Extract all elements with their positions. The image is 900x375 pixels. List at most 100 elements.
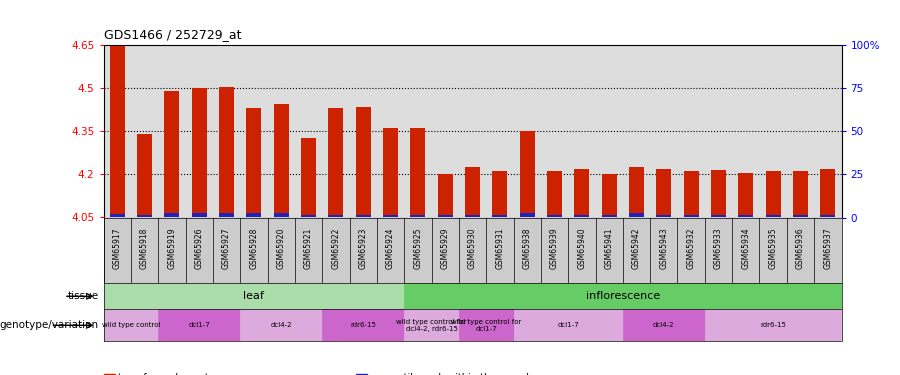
Bar bbox=[301, 214, 316, 217]
Bar bbox=[465, 167, 480, 217]
Text: GSM65917: GSM65917 bbox=[112, 227, 122, 269]
Bar bbox=[247, 108, 261, 217]
Bar bbox=[383, 214, 398, 217]
Text: GSM65929: GSM65929 bbox=[441, 227, 450, 269]
Bar bbox=[820, 169, 835, 217]
Bar bbox=[684, 214, 698, 217]
Text: rdr6-15: rdr6-15 bbox=[350, 322, 376, 328]
Bar bbox=[158, 309, 240, 341]
Bar bbox=[574, 169, 590, 217]
Text: GSM65925: GSM65925 bbox=[413, 227, 422, 269]
Text: rdr6-15: rdr6-15 bbox=[760, 322, 786, 328]
Text: GSM65937: GSM65937 bbox=[824, 227, 832, 269]
Bar bbox=[410, 128, 426, 217]
Bar bbox=[629, 213, 644, 217]
Bar bbox=[219, 87, 234, 218]
Text: GSM65942: GSM65942 bbox=[632, 227, 641, 269]
Text: GSM65943: GSM65943 bbox=[660, 227, 669, 269]
Bar bbox=[656, 169, 671, 217]
Text: GSM65930: GSM65930 bbox=[468, 227, 477, 269]
Bar bbox=[601, 214, 617, 217]
Text: GSM65939: GSM65939 bbox=[550, 227, 559, 269]
Text: wild type control: wild type control bbox=[102, 322, 160, 328]
Bar bbox=[793, 214, 808, 217]
Bar bbox=[165, 91, 179, 218]
Bar bbox=[547, 171, 562, 217]
Bar bbox=[328, 214, 344, 217]
Text: GSM65938: GSM65938 bbox=[523, 227, 532, 269]
Bar bbox=[356, 214, 371, 217]
Bar bbox=[711, 170, 726, 217]
Text: wild type control for
dcl1-7: wild type control for dcl1-7 bbox=[451, 319, 521, 332]
Text: dcl4-2: dcl4-2 bbox=[270, 322, 292, 328]
Bar bbox=[437, 174, 453, 217]
Text: leaf: leaf bbox=[243, 291, 265, 301]
Bar bbox=[240, 309, 322, 341]
Text: GSM65920: GSM65920 bbox=[276, 227, 285, 269]
Bar bbox=[274, 213, 289, 217]
Text: percentile rank within the sample: percentile rank within the sample bbox=[370, 374, 535, 375]
Bar bbox=[219, 213, 234, 217]
Bar bbox=[328, 108, 344, 217]
Text: GSM65918: GSM65918 bbox=[140, 227, 149, 269]
Bar bbox=[711, 214, 726, 217]
Bar bbox=[137, 134, 152, 218]
Bar bbox=[465, 214, 480, 217]
Bar bbox=[247, 213, 261, 217]
Bar bbox=[165, 213, 179, 217]
Text: GSM65941: GSM65941 bbox=[605, 227, 614, 269]
Bar bbox=[574, 214, 590, 217]
Bar bbox=[437, 214, 453, 217]
Text: GSM65940: GSM65940 bbox=[577, 227, 586, 269]
Bar bbox=[322, 309, 404, 341]
Bar bbox=[738, 173, 753, 217]
Bar bbox=[656, 214, 671, 217]
Text: GSM65924: GSM65924 bbox=[386, 227, 395, 269]
Bar bbox=[410, 214, 426, 217]
Text: tissue: tissue bbox=[68, 291, 99, 301]
Text: wild type control for
dcl4-2, rdr6-15: wild type control for dcl4-2, rdr6-15 bbox=[396, 319, 467, 332]
Bar bbox=[514, 309, 623, 341]
Bar bbox=[104, 283, 404, 309]
Text: GSM65928: GSM65928 bbox=[249, 227, 258, 269]
Bar bbox=[383, 128, 398, 217]
Text: GSM65927: GSM65927 bbox=[222, 227, 231, 269]
Text: GSM65933: GSM65933 bbox=[714, 227, 723, 269]
Bar bbox=[137, 214, 152, 217]
Bar bbox=[192, 213, 207, 217]
Text: GSM65934: GSM65934 bbox=[742, 227, 751, 269]
Text: transformed count: transformed count bbox=[118, 374, 209, 375]
Bar bbox=[820, 214, 835, 217]
Text: GDS1466 / 252729_at: GDS1466 / 252729_at bbox=[104, 28, 241, 41]
Bar bbox=[519, 213, 535, 217]
Text: GSM65919: GSM65919 bbox=[167, 227, 176, 269]
Bar bbox=[356, 107, 371, 218]
Bar bbox=[601, 174, 617, 217]
Bar bbox=[629, 167, 644, 217]
Bar bbox=[766, 171, 780, 217]
Bar bbox=[404, 309, 459, 341]
Text: GSM65923: GSM65923 bbox=[359, 227, 368, 269]
Text: GSM65926: GSM65926 bbox=[194, 227, 203, 269]
Bar bbox=[404, 283, 842, 309]
Bar bbox=[301, 138, 316, 218]
Text: dcl1-7: dcl1-7 bbox=[188, 322, 210, 328]
Bar bbox=[492, 214, 508, 217]
Text: dcl1-7: dcl1-7 bbox=[557, 322, 579, 328]
Bar bbox=[705, 309, 842, 341]
Text: dcl4-2: dcl4-2 bbox=[653, 322, 675, 328]
Bar bbox=[684, 171, 698, 217]
Bar bbox=[623, 309, 705, 341]
Bar bbox=[738, 214, 753, 217]
Bar bbox=[459, 309, 514, 341]
Bar bbox=[192, 88, 207, 218]
Bar bbox=[274, 104, 289, 218]
Text: GSM65931: GSM65931 bbox=[495, 227, 504, 269]
Text: GSM65936: GSM65936 bbox=[796, 227, 805, 269]
Bar bbox=[110, 46, 125, 217]
Text: genotype/variation: genotype/variation bbox=[0, 320, 99, 330]
Bar bbox=[104, 309, 158, 341]
Bar bbox=[547, 214, 562, 217]
Text: GSM65922: GSM65922 bbox=[331, 227, 340, 269]
Text: GSM65935: GSM65935 bbox=[769, 227, 778, 269]
